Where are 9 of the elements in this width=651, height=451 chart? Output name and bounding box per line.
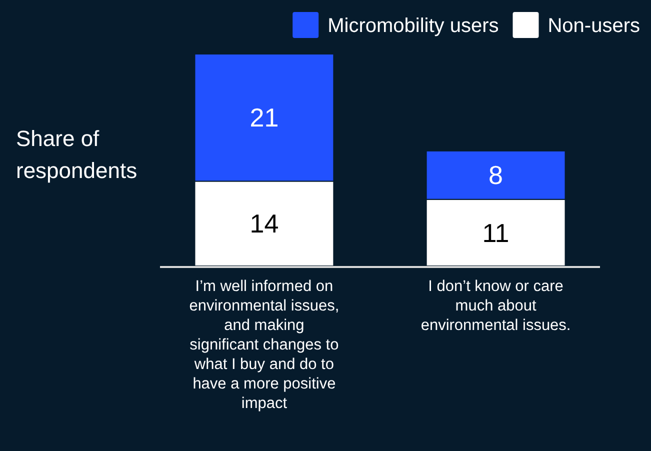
x-tick-label: I don’t know or care much about environmental issues.	[420, 278, 571, 334]
data-label: 11	[482, 218, 510, 248]
data-label: 8	[488, 160, 504, 190]
legend-label: Non-users	[548, 15, 640, 37]
x-tick-label: I’m well informed on environmental issues, and making significant changes to what I buy and do to have a more positive impact	[189, 278, 340, 412]
data-label: 14	[250, 208, 279, 239]
data-label: 21	[250, 102, 279, 133]
legend-label: Micromobility users	[328, 15, 499, 37]
y-axis-title: Share of respondents	[16, 126, 138, 183]
